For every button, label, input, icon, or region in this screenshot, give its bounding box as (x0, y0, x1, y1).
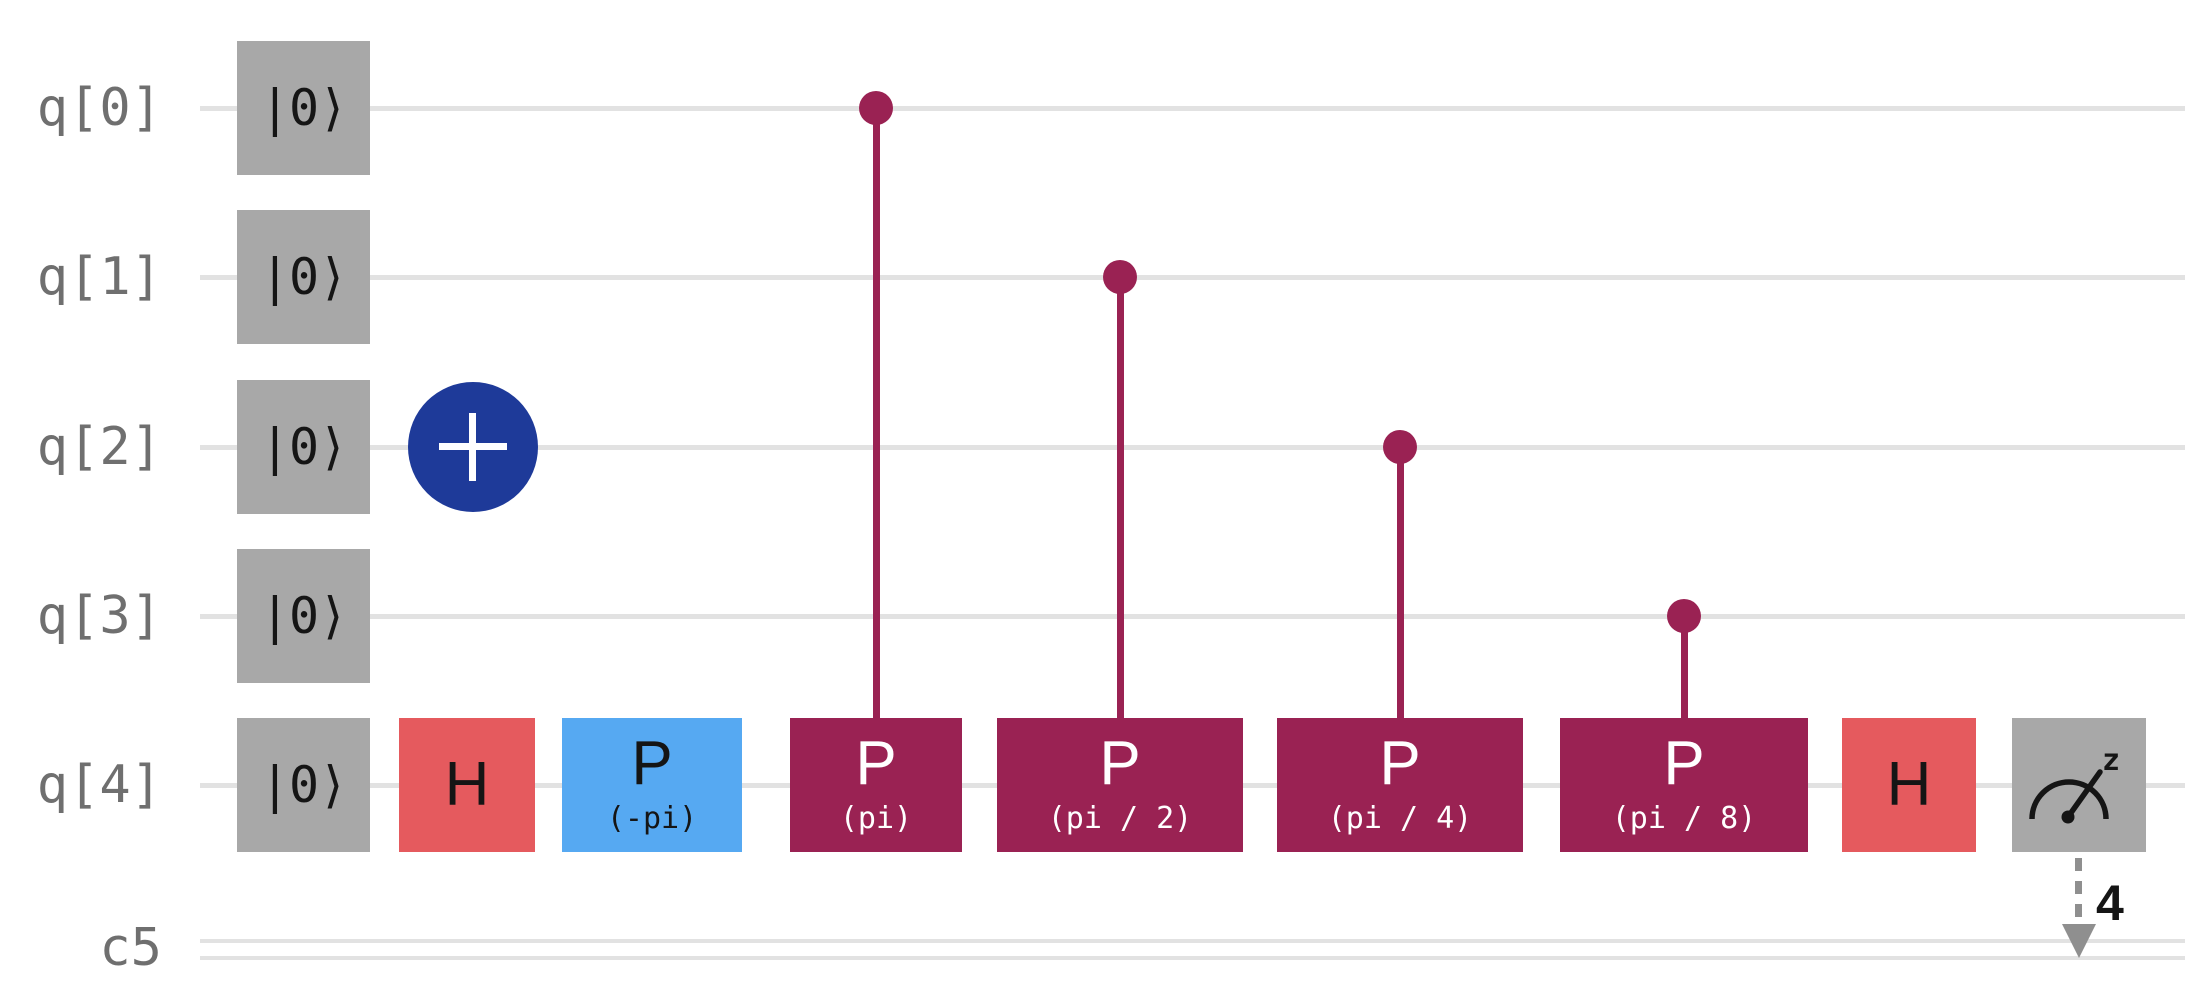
qubit-wire-0 (200, 106, 2185, 111)
control-line-q0 (873, 108, 880, 718)
cp-gate-pi-2-param: (pi / 2) (1047, 801, 1193, 837)
h-gate-second[interactable]: H (1842, 718, 1976, 852)
cp-gate-pi-param: (pi) (839, 801, 913, 837)
control-dot-q0[interactable] (859, 91, 893, 125)
plus-icon (408, 382, 538, 512)
h-gate-first[interactable]: H (399, 718, 535, 852)
qubit-wire-3 (200, 614, 2185, 619)
measure-gauge-icon: z (2029, 743, 2120, 824)
h-gate-first-label: H (444, 750, 490, 819)
classical-wire-top (200, 939, 2185, 943)
x-gate[interactable] (408, 382, 538, 512)
p-gate-minus-pi[interactable]: P (-pi) (562, 718, 742, 852)
p-gate-label: P (631, 729, 673, 799)
cp-gate-pi-2-label: P (1099, 729, 1141, 799)
control-line-q3 (1681, 616, 1688, 718)
init-gate-q2[interactable]: |0⟩ (237, 380, 370, 514)
control-dot-q3[interactable] (1667, 599, 1701, 633)
measure-gate[interactable]: z (2012, 718, 2146, 852)
qubit-label-2: q[2] (36, 417, 162, 477)
cp-gate-pi-8[interactable]: P (pi / 8) (1560, 718, 1808, 852)
qubit-label-3: q[3] (36, 586, 162, 646)
cp-gate-pi[interactable]: P (pi) (790, 718, 962, 852)
classical-bit-count: 4 (2096, 875, 2124, 931)
init-gate-q4[interactable]: |0⟩ (237, 718, 370, 852)
p-gate-param: (-pi) (606, 801, 698, 837)
cp-gate-pi-2[interactable]: P (pi / 2) (997, 718, 1243, 852)
cp-gate-pi-8-label: P (1663, 729, 1705, 799)
qubit-label-0: q[0] (36, 78, 162, 138)
h-gate-second-label: H (1886, 750, 1932, 819)
cp-gate-pi-4-label: P (1379, 729, 1421, 799)
cp-gate-pi-4-param: (pi / 4) (1327, 801, 1473, 837)
cp-gate-pi-4[interactable]: P (pi / 4) (1277, 718, 1523, 852)
down-arrow-icon (2062, 924, 2096, 958)
init-gate-q0[interactable]: |0⟩ (237, 41, 370, 175)
classical-label: c5 (99, 918, 162, 978)
qubit-wire-2 (200, 445, 2185, 450)
qubit-label-1: q[1] (36, 247, 162, 307)
control-line-q2 (1397, 447, 1404, 718)
classical-wire-bottom (200, 956, 2185, 960)
measure-arrow-line (2075, 858, 2082, 926)
cp-gate-pi-8-param: (pi / 8) (1611, 801, 1757, 837)
control-dot-q2[interactable] (1383, 430, 1417, 464)
init-gate-q1[interactable]: |0⟩ (237, 210, 370, 344)
qubit-wire-1 (200, 275, 2185, 280)
control-line-q1 (1117, 277, 1124, 718)
init-gate-q3[interactable]: |0⟩ (237, 549, 370, 683)
control-dot-q1[interactable] (1103, 260, 1137, 294)
measure-basis-label: z (2102, 743, 2120, 778)
qubit-label-4: q[4] (36, 755, 162, 815)
cp-gate-pi-label: P (855, 729, 897, 799)
